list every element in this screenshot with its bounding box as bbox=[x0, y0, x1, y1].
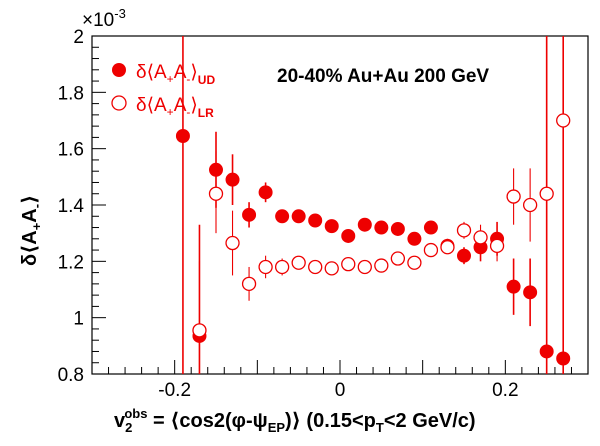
data-point-ud bbox=[374, 220, 389, 235]
data-point-ud bbox=[341, 228, 356, 243]
data-point-lr bbox=[390, 251, 406, 266]
y-tick-label: 1.2 bbox=[58, 252, 84, 273]
data-point-ud bbox=[407, 231, 422, 246]
data-point-ud bbox=[242, 207, 257, 222]
data-point-lr bbox=[192, 323, 207, 338]
data-point-ud bbox=[390, 221, 405, 236]
data-point-ud bbox=[308, 213, 323, 228]
data-point-lr bbox=[225, 235, 240, 251]
data-point-lr bbox=[374, 258, 389, 273]
data-point-lr bbox=[357, 259, 372, 275]
data-point-ud bbox=[324, 219, 339, 234]
legend-label-lr: δ⟨A+A-⟩LR bbox=[136, 95, 214, 120]
data-point-lr bbox=[324, 261, 339, 276]
legend-label-ud: δ⟨A+A-⟩UD bbox=[136, 62, 215, 87]
data-point-lr bbox=[506, 189, 521, 204]
data-point-ud bbox=[506, 279, 521, 294]
data-point-lr bbox=[407, 255, 422, 270]
y-tick-label: 0.8 bbox=[58, 365, 84, 386]
legend-entry-ud: δ⟨A+A-⟩UD bbox=[112, 62, 215, 87]
data-point-ud bbox=[175, 128, 190, 143]
data-point-ud bbox=[291, 209, 306, 224]
y-axis-label: δ⟨A+A-⟩ bbox=[19, 195, 44, 266]
data-point-ud bbox=[225, 172, 240, 187]
data-point-lr bbox=[539, 186, 554, 201]
x-tick-label: -0.2 bbox=[158, 380, 191, 401]
data-point-ud bbox=[457, 248, 471, 263]
data-point-lr bbox=[556, 113, 571, 128]
data-point-ud bbox=[357, 217, 372, 232]
legend-marker-ud bbox=[112, 63, 126, 77]
data-point-lr bbox=[341, 256, 356, 272]
data-point-lr bbox=[473, 230, 488, 245]
chart-annotation: 20-40% Au+Au 200 GeV bbox=[277, 66, 489, 87]
y-exponent-label: ×10-3 bbox=[82, 6, 126, 31]
data-point-lr bbox=[241, 276, 257, 292]
data-point-lr bbox=[274, 259, 290, 275]
data-point-ud bbox=[275, 209, 290, 224]
data-point-lr bbox=[522, 197, 538, 213]
x-tick-label: 0 bbox=[335, 380, 346, 401]
y-tick-label: 2 bbox=[73, 27, 84, 48]
data-point-lr bbox=[308, 259, 323, 275]
x-axis-label: v2obs = ⟨cos2(φ-ψEP)⟩ (0.15<pT<2 GeV/c) bbox=[114, 406, 476, 435]
data-point-ud bbox=[523, 285, 538, 300]
y-tick-label: 1.8 bbox=[58, 83, 84, 104]
axis-ticks bbox=[91, 35, 589, 375]
data-point-lr bbox=[440, 240, 455, 255]
data-marks bbox=[175, 36, 571, 374]
data-point-lr bbox=[291, 255, 306, 270]
data-point-lr bbox=[208, 186, 224, 201]
y-tick-label: 1.6 bbox=[58, 140, 84, 161]
x-tick-label: 0.2 bbox=[492, 380, 518, 401]
legend: δ⟨A+A-⟩UD δ⟨A+A-⟩LR bbox=[111, 62, 215, 120]
data-point-ud bbox=[423, 220, 438, 235]
tick-labels: -0.2 0 0.2 0.8 1 1.2 1.4 1.6 1.8 2 bbox=[58, 27, 519, 401]
data-point-ud bbox=[258, 185, 273, 200]
legend-marker-lr bbox=[111, 95, 127, 111]
data-point-lr bbox=[258, 259, 273, 275]
y-tick-label: 1 bbox=[73, 309, 84, 330]
legend-entry-lr: δ⟨A+A-⟩LR bbox=[111, 95, 214, 120]
data-point-lr bbox=[456, 223, 472, 238]
data-point-lr bbox=[489, 238, 505, 253]
data-point-lr bbox=[423, 242, 439, 258]
y-tick-label: 1.4 bbox=[58, 196, 85, 217]
